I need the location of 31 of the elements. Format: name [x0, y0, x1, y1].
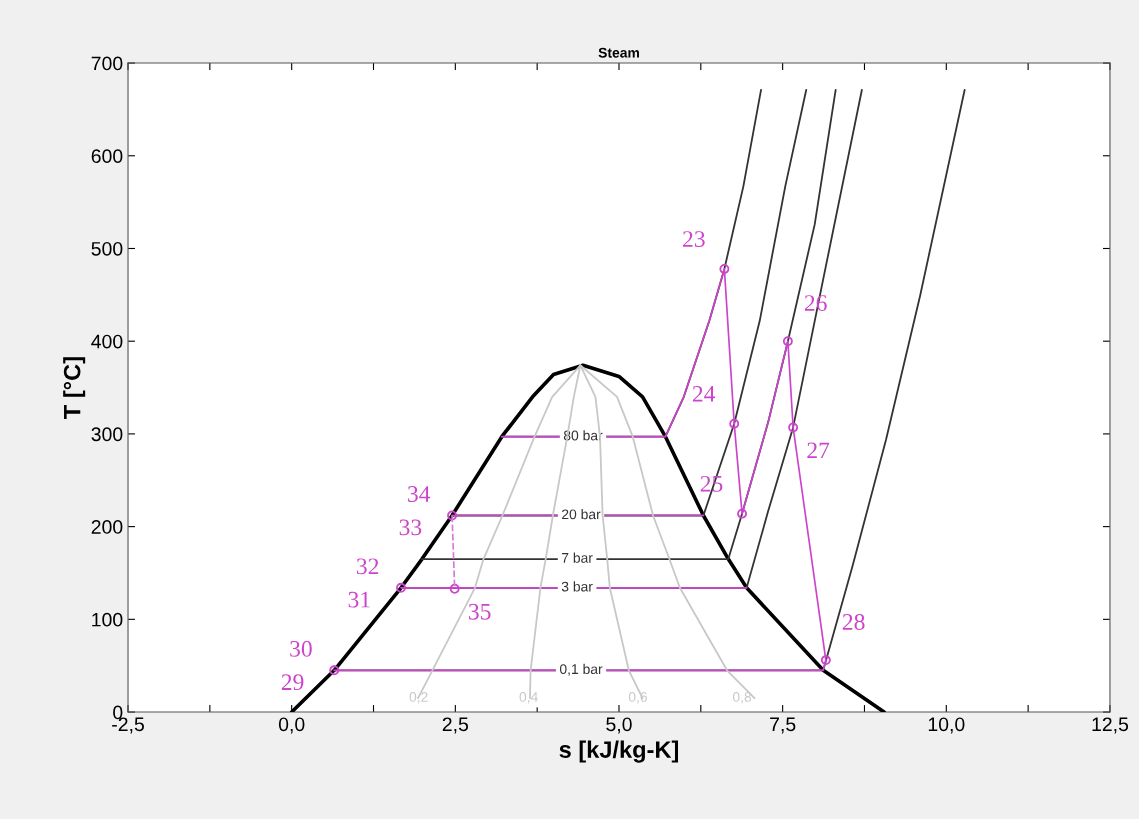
annotation: 0,1 bar [559, 663, 603, 676]
annotation: 27 [807, 442, 830, 459]
y-tick-label: 100 [92, 612, 123, 627]
annotation: 34 [408, 486, 431, 502]
x-tick-label: 5,0 [606, 717, 632, 734]
y-axis-title: T [°C] [63, 357, 86, 419]
y-tick-label: 300 [91, 427, 123, 442]
annotation: 20 bar [562, 509, 601, 520]
annotation: 33 [399, 519, 422, 536]
x-tick-label: 10,0 [928, 717, 965, 734]
annotation: 29 [281, 674, 304, 691]
annotation: 24 [692, 385, 716, 402]
chart-title: Steam [598, 47, 639, 58]
annotation: 3 bar [561, 581, 593, 592]
y-tick-label: 400 [91, 334, 123, 349]
y-tick-label: 600 [91, 149, 123, 164]
x-tick-label: 2,5 [442, 717, 469, 734]
x-tick-label: 12,5 [1092, 717, 1129, 734]
annotation: 31 [348, 591, 370, 608]
annotation: 7 bar [561, 552, 593, 563]
annotation: 28 [842, 613, 865, 630]
x-tick-label: 7,5 [770, 717, 796, 734]
y-tick-label: 700 [91, 56, 123, 71]
y-tick-label: 200 [91, 520, 123, 534]
y-tick-label: 500 [91, 241, 123, 256]
x-tick-label: 0,0 [278, 717, 305, 734]
annotation: 23 [683, 231, 705, 248]
annotation: 32 [356, 558, 379, 575]
x-axis-title: s [kJ/kg-K] [559, 740, 679, 763]
annotation: 30 [290, 640, 312, 657]
annotation: 35 [469, 603, 491, 620]
